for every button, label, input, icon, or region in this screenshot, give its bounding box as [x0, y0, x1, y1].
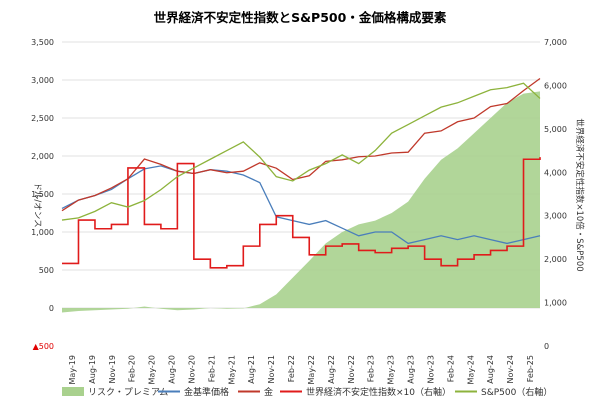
legend-swatch: [62, 387, 84, 396]
x-tick-label: Nov-20: [187, 355, 196, 383]
x-tick-label: Feb-20: [128, 355, 137, 382]
x-tick-label: Nov-19: [108, 355, 117, 383]
legend-label: 金: [264, 386, 273, 398]
x-tick-label: Aug-22: [327, 355, 336, 384]
x-tick-label: May-22: [307, 355, 316, 384]
series-line-gold: [61, 77, 541, 212]
series-line-sp500: [61, 82, 541, 221]
left-tick-label: 2,000: [31, 152, 54, 161]
x-tick-label: Feb-25: [526, 355, 535, 382]
left-tick-label: 1,500: [31, 190, 54, 199]
right-tick-label: 6,000: [544, 81, 567, 90]
x-tick-label: Aug-24: [486, 355, 495, 384]
left-tick-label: 500: [39, 266, 54, 275]
right-axis: 7,000 6,000 5,000 4,000 3,000 2,000 1,000 0: [544, 38, 567, 351]
left-axis-title: ドル/オンス: [32, 182, 42, 227]
x-axis: May-19 Aug-19 Nov-19 Feb-20 May-20 Aug-20 Nov-…: [68, 355, 535, 384]
right-tick-label: 7,000: [544, 38, 567, 47]
x-tick-label: Aug-19: [88, 355, 97, 384]
right-tick-label: 4,000: [544, 168, 567, 177]
x-tick-label: Nov-23: [426, 355, 435, 383]
series-line-gold: [61, 165, 541, 245]
x-tick-label: May-20: [148, 355, 157, 384]
legend-label: 世界経済不安定性指数×10（右軸）: [306, 386, 451, 398]
left-tick-label: 3,000: [31, 76, 54, 85]
left-tick-label: 2,500: [31, 114, 54, 123]
right-tick-label: 2,000: [544, 255, 567, 264]
legend-label: 金基準価格: [184, 386, 229, 398]
x-tick-label: Feb-23: [367, 355, 376, 382]
right-tick-label: 0: [544, 342, 549, 351]
area-layer: [62, 91, 540, 313]
x-tick-label: Feb-24: [446, 355, 455, 382]
right-tick-label: 1,000: [544, 299, 567, 308]
right-tick-label: 3,000: [544, 212, 567, 221]
legend: リスク・プレミアム 金基準価格 金 世界経済不安定性指数×10（右軸） S&P500（右…: [62, 386, 552, 398]
left-tick-negative: ▲500: [33, 342, 54, 351]
x-tick-label: Aug-21: [247, 355, 256, 384]
left-axis: 3,500 3,000 2,500 2,000 1,500 1,000 500 0 ▲500: [31, 38, 54, 351]
right-tick-label: 5,000: [544, 125, 567, 134]
x-tick-label: Nov-22: [347, 355, 356, 383]
x-tick-label: May-21: [227, 355, 236, 384]
legend-label: S&P500（右軸）: [481, 386, 552, 398]
x-tick-label: Aug-20: [168, 355, 177, 384]
series-area-risk-premium: [62, 91, 540, 313]
x-tick-label: Aug-23: [407, 355, 416, 384]
x-tick-label: Feb-22: [287, 355, 296, 382]
gridlines: [62, 41, 540, 309]
chart-title: 世界経済不安定性指数とS&P500・金価格構成要素: [154, 10, 447, 25]
x-tick-label: Nov-24: [506, 355, 515, 383]
legend-label: リスク・プレミアム: [88, 387, 168, 398]
lines-layer: [61, 77, 541, 269]
x-tick-label: Nov-21: [267, 355, 276, 383]
x-tick-label: May-24: [466, 355, 475, 384]
x-tick-label: Feb-21: [207, 355, 216, 382]
left-tick-label: 1,000: [31, 228, 54, 237]
left-tick-label: 3,500: [31, 38, 54, 47]
series-line-uncertainty: [62, 157, 541, 269]
x-tick-label: May-19: [68, 355, 77, 384]
x-tick-label: May-23: [387, 355, 396, 384]
right-axis-title: 世界経済不安定性指数×10倍・S&P500: [574, 118, 585, 271]
left-tick-label: 0: [49, 304, 54, 313]
